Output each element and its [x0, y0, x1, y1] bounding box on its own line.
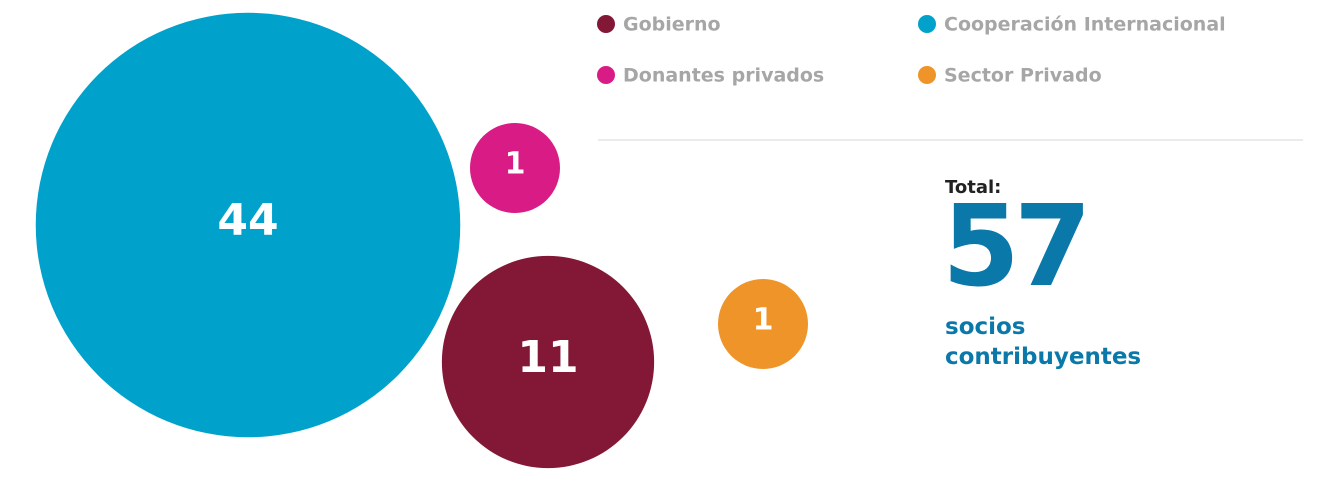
total-label: Total: — [945, 177, 1001, 198]
bubble — [470, 123, 560, 213]
legend-swatch — [918, 15, 936, 33]
bubble — [441, 255, 655, 469]
legend-text: Donantes privados — [623, 65, 824, 87]
legend-text: Sector Privado — [944, 65, 1102, 87]
bubble-label: 11 — [517, 332, 578, 383]
bubble-label: 44 — [217, 195, 278, 246]
bubble-label: 1 — [505, 147, 526, 182]
legend-swatch — [918, 66, 936, 84]
legend-text: Gobierno — [623, 14, 721, 36]
legend-swatch — [597, 66, 615, 84]
bubble — [35, 12, 461, 438]
total-unit: socios contribuyentes — [945, 314, 1142, 370]
total-value: 57 — [942, 182, 1086, 312]
bubble-label: 1 — [753, 303, 774, 338]
legend-swatch — [597, 15, 615, 33]
legend-text: Cooperación Internacional — [944, 14, 1226, 36]
bubble — [718, 279, 808, 369]
